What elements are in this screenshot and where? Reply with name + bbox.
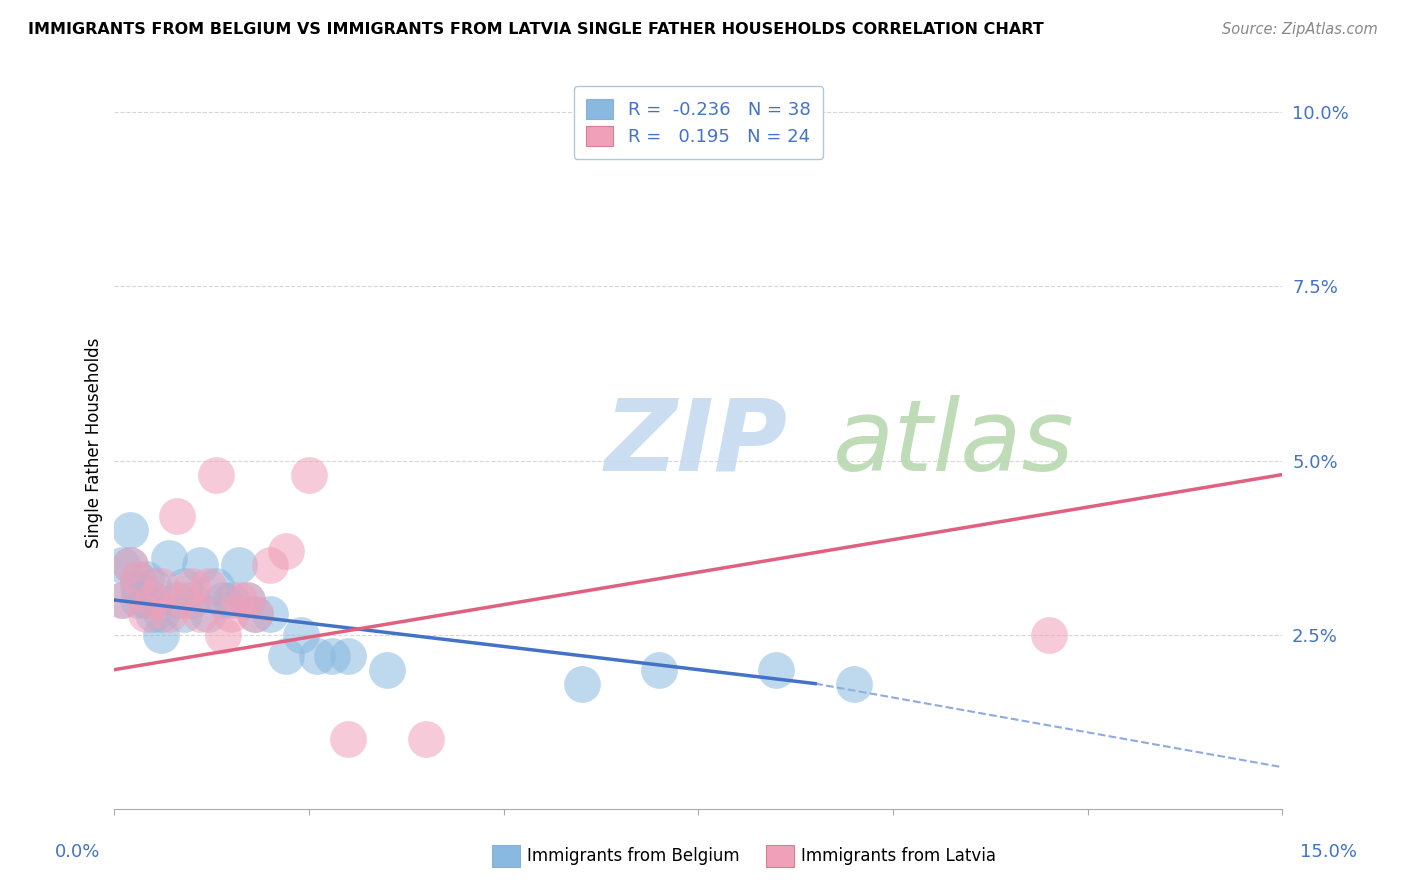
Point: [118, 558, 141, 573]
Text: IMMIGRANTS FROM BELGIUM VS IMMIGRANTS FROM LATVIA SINGLE FATHER HOUSEHOLDS CORRE: IMMIGRANTS FROM BELGIUM VS IMMIGRANTS FR…: [28, 22, 1043, 37]
Point: [111, 558, 134, 573]
Point: [648, 663, 671, 677]
Point: [173, 593, 195, 607]
Text: 15.0%: 15.0%: [1301, 843, 1357, 861]
Point: [212, 593, 235, 607]
Y-axis label: Single Father Households: Single Father Households: [86, 338, 103, 549]
Point: [142, 593, 165, 607]
Point: [298, 467, 321, 482]
Point: [228, 558, 250, 573]
Point: [173, 607, 195, 621]
Legend: R =  -0.236   N = 38, R =   0.195   N = 24: R = -0.236 N = 38, R = 0.195 N = 24: [574, 87, 823, 159]
Point: [305, 648, 328, 663]
Point: [765, 663, 787, 677]
Point: [236, 593, 259, 607]
Point: [118, 524, 141, 538]
Point: [135, 593, 157, 607]
Point: [228, 593, 250, 607]
Point: [212, 628, 235, 642]
Point: [337, 648, 360, 663]
Point: [337, 732, 360, 747]
Text: ZIP: ZIP: [605, 395, 787, 491]
Point: [243, 607, 266, 621]
Point: [142, 579, 165, 593]
Point: [127, 572, 149, 586]
Point: [842, 676, 865, 690]
Point: [150, 628, 173, 642]
Point: [142, 607, 165, 621]
Point: [127, 593, 149, 607]
Point: [118, 558, 141, 573]
Point: [243, 607, 266, 621]
Point: [321, 648, 343, 663]
Point: [259, 607, 281, 621]
Text: 0.0%: 0.0%: [55, 843, 100, 861]
Point: [166, 593, 188, 607]
Point: [157, 551, 180, 566]
Text: atlas: atlas: [832, 395, 1074, 491]
Point: [111, 593, 134, 607]
Point: [197, 607, 219, 621]
Point: [375, 663, 398, 677]
Point: [157, 607, 180, 621]
Point: [204, 467, 226, 482]
Point: [127, 579, 149, 593]
Point: [571, 676, 593, 690]
Point: [135, 607, 157, 621]
Point: [415, 732, 437, 747]
Point: [181, 579, 204, 593]
Point: [236, 593, 259, 607]
Point: [150, 579, 173, 593]
Point: [204, 579, 226, 593]
Point: [197, 579, 219, 593]
Point: [173, 579, 195, 593]
Point: [219, 607, 242, 621]
Point: [142, 593, 165, 607]
Text: Source: ZipAtlas.com: Source: ZipAtlas.com: [1222, 22, 1378, 37]
Point: [274, 648, 297, 663]
Point: [219, 593, 242, 607]
Point: [290, 628, 312, 642]
Point: [181, 593, 204, 607]
Point: [166, 509, 188, 524]
Point: [127, 572, 149, 586]
Point: [150, 607, 173, 621]
Point: [135, 572, 157, 586]
Point: [274, 544, 297, 558]
Point: [259, 558, 281, 573]
Point: [111, 593, 134, 607]
Text: Immigrants from Latvia: Immigrants from Latvia: [801, 847, 997, 865]
Point: [188, 607, 211, 621]
Point: [1038, 628, 1060, 642]
Text: Immigrants from Belgium: Immigrants from Belgium: [527, 847, 740, 865]
Point: [188, 558, 211, 573]
